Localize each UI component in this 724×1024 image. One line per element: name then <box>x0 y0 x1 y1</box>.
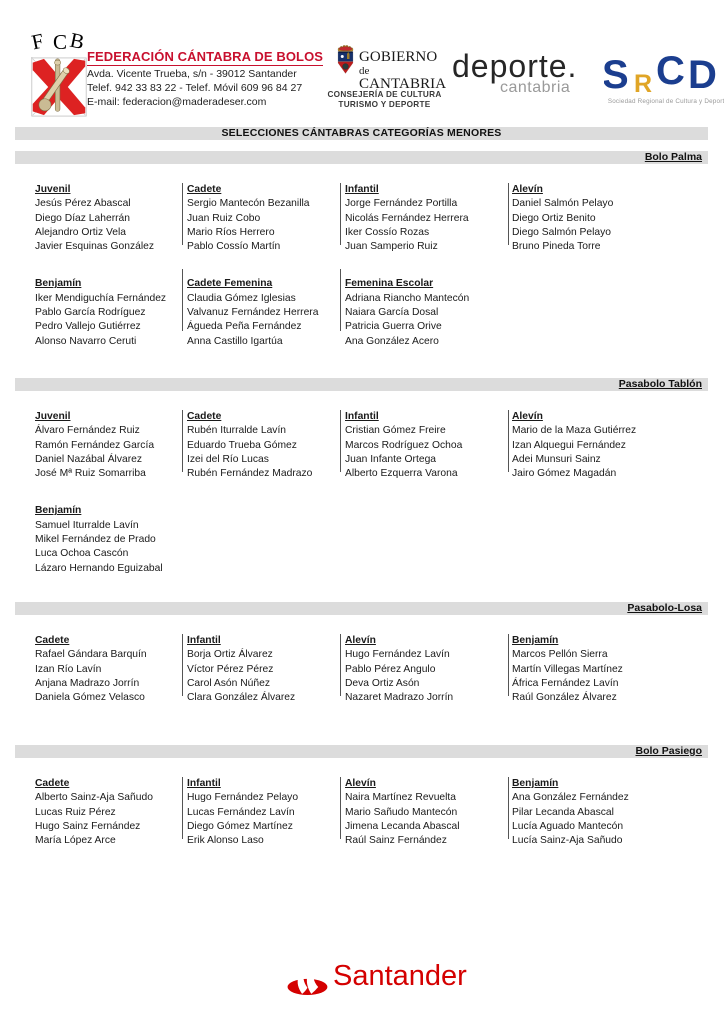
svg-text:B: B <box>68 30 87 52</box>
svg-text:C: C <box>53 30 67 52</box>
svg-text:S: S <box>604 53 629 97</box>
svg-text:R: R <box>634 70 652 98</box>
svg-text:D: D <box>688 53 717 97</box>
svg-text:F: F <box>30 30 46 52</box>
svg-text:C: C <box>656 49 685 93</box>
